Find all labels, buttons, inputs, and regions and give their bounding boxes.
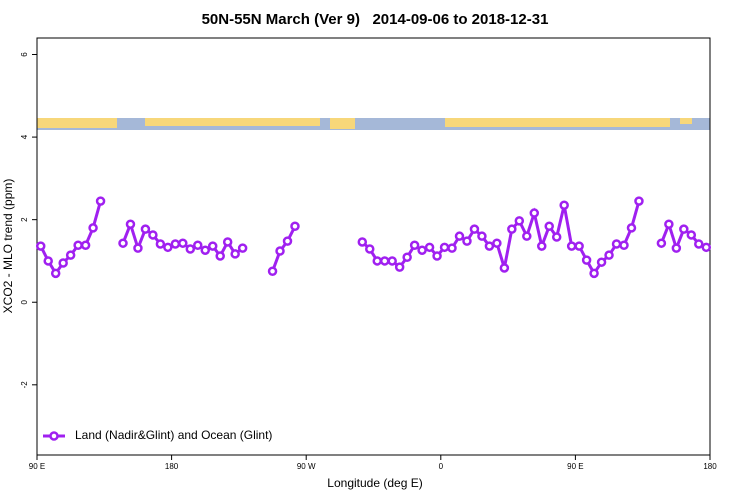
data-point	[394, 262, 405, 272]
data-point	[589, 268, 599, 279]
data-point	[275, 246, 285, 256]
data-point	[469, 224, 480, 234]
x-axis-label: Longitude (deg E)	[327, 476, 422, 490]
data-point	[424, 242, 435, 253]
data-point	[387, 256, 397, 266]
data-point	[507, 224, 517, 234]
land-ocean-band	[37, 118, 710, 130]
data-point	[58, 258, 68, 268]
x-tick-label: 90 E	[567, 462, 583, 471]
legend-label: Land (Nadir&Glint) and Ocean (Glint)	[75, 428, 272, 442]
data-point	[454, 231, 465, 241]
data-point	[686, 230, 697, 240]
data-point	[626, 223, 637, 233]
data-point	[50, 268, 61, 279]
data-point	[118, 238, 128, 248]
data-point	[537, 241, 547, 251]
data-point	[267, 266, 278, 277]
data-point	[701, 242, 712, 253]
data-point	[484, 241, 495, 251]
y-tick-label: -2	[20, 381, 29, 389]
data-point	[529, 208, 540, 218]
data-point	[559, 200, 569, 210]
data-point	[619, 240, 629, 251]
data-point	[43, 256, 53, 266]
chart-title: 50N-55N March (Ver 9) 2014-09-06 to 2018…	[202, 11, 549, 28]
data-point	[125, 219, 136, 229]
data-point	[200, 245, 210, 255]
data-point	[230, 249, 240, 259]
data-point	[379, 256, 390, 266]
data-point	[477, 231, 487, 241]
data-point	[499, 263, 510, 273]
data-point	[671, 243, 682, 253]
data-point	[237, 243, 248, 253]
data-point	[447, 243, 457, 253]
data-point	[170, 239, 181, 249]
data-point	[514, 216, 525, 226]
legend-marker	[49, 431, 59, 441]
data-point	[178, 238, 188, 248]
data-point	[402, 252, 412, 262]
data-point	[148, 230, 158, 240]
data-point	[581, 255, 592, 265]
data-point	[80, 240, 91, 251]
data-point	[596, 257, 607, 267]
data-point	[574, 241, 584, 251]
y-tick-label: 2	[20, 217, 29, 222]
data-point	[365, 244, 375, 254]
data-point	[282, 236, 293, 246]
y-tick-label: 6	[20, 52, 29, 57]
y-tick-label: 0	[20, 299, 29, 304]
x-tick-label: 180	[703, 462, 717, 471]
data-point	[65, 250, 76, 260]
y-tick-label: 4	[20, 134, 29, 139]
data-point	[215, 251, 225, 261]
data-point	[357, 237, 368, 247]
data-point	[656, 238, 667, 248]
data-point	[604, 250, 614, 260]
data-point	[140, 224, 151, 234]
data-point	[155, 239, 166, 249]
x-tick-label: 0	[439, 462, 444, 471]
data-point	[35, 241, 46, 251]
data-point	[439, 242, 450, 253]
series-line	[271, 225, 297, 272]
data-point	[522, 231, 532, 241]
data-point	[544, 221, 554, 232]
data-point	[409, 240, 420, 251]
data-point	[133, 243, 143, 253]
data-point	[372, 256, 382, 266]
data-point	[185, 244, 196, 254]
data-point	[193, 240, 203, 251]
data-point	[88, 223, 98, 233]
data-point	[462, 236, 472, 246]
data-point	[290, 221, 300, 232]
data-point	[207, 241, 218, 251]
data-point	[551, 232, 562, 242]
data-point	[222, 237, 233, 247]
data-point	[611, 239, 622, 249]
data-point	[634, 196, 644, 206]
data-point	[664, 219, 674, 229]
data-point	[694, 239, 704, 249]
data-point	[492, 238, 502, 248]
data-point	[73, 240, 83, 251]
x-tick-label: 180	[165, 462, 179, 471]
data-point	[95, 196, 106, 206]
y-axis-label: XCO2 - MLO trend (ppm)	[1, 179, 15, 314]
data-point	[679, 224, 689, 234]
data-point	[417, 245, 427, 255]
x-tick-label: 90 E	[29, 462, 45, 471]
data-point	[566, 241, 577, 251]
x-tick-label: 90 W	[297, 462, 316, 471]
data-point	[163, 242, 173, 253]
data-point	[432, 251, 442, 261]
